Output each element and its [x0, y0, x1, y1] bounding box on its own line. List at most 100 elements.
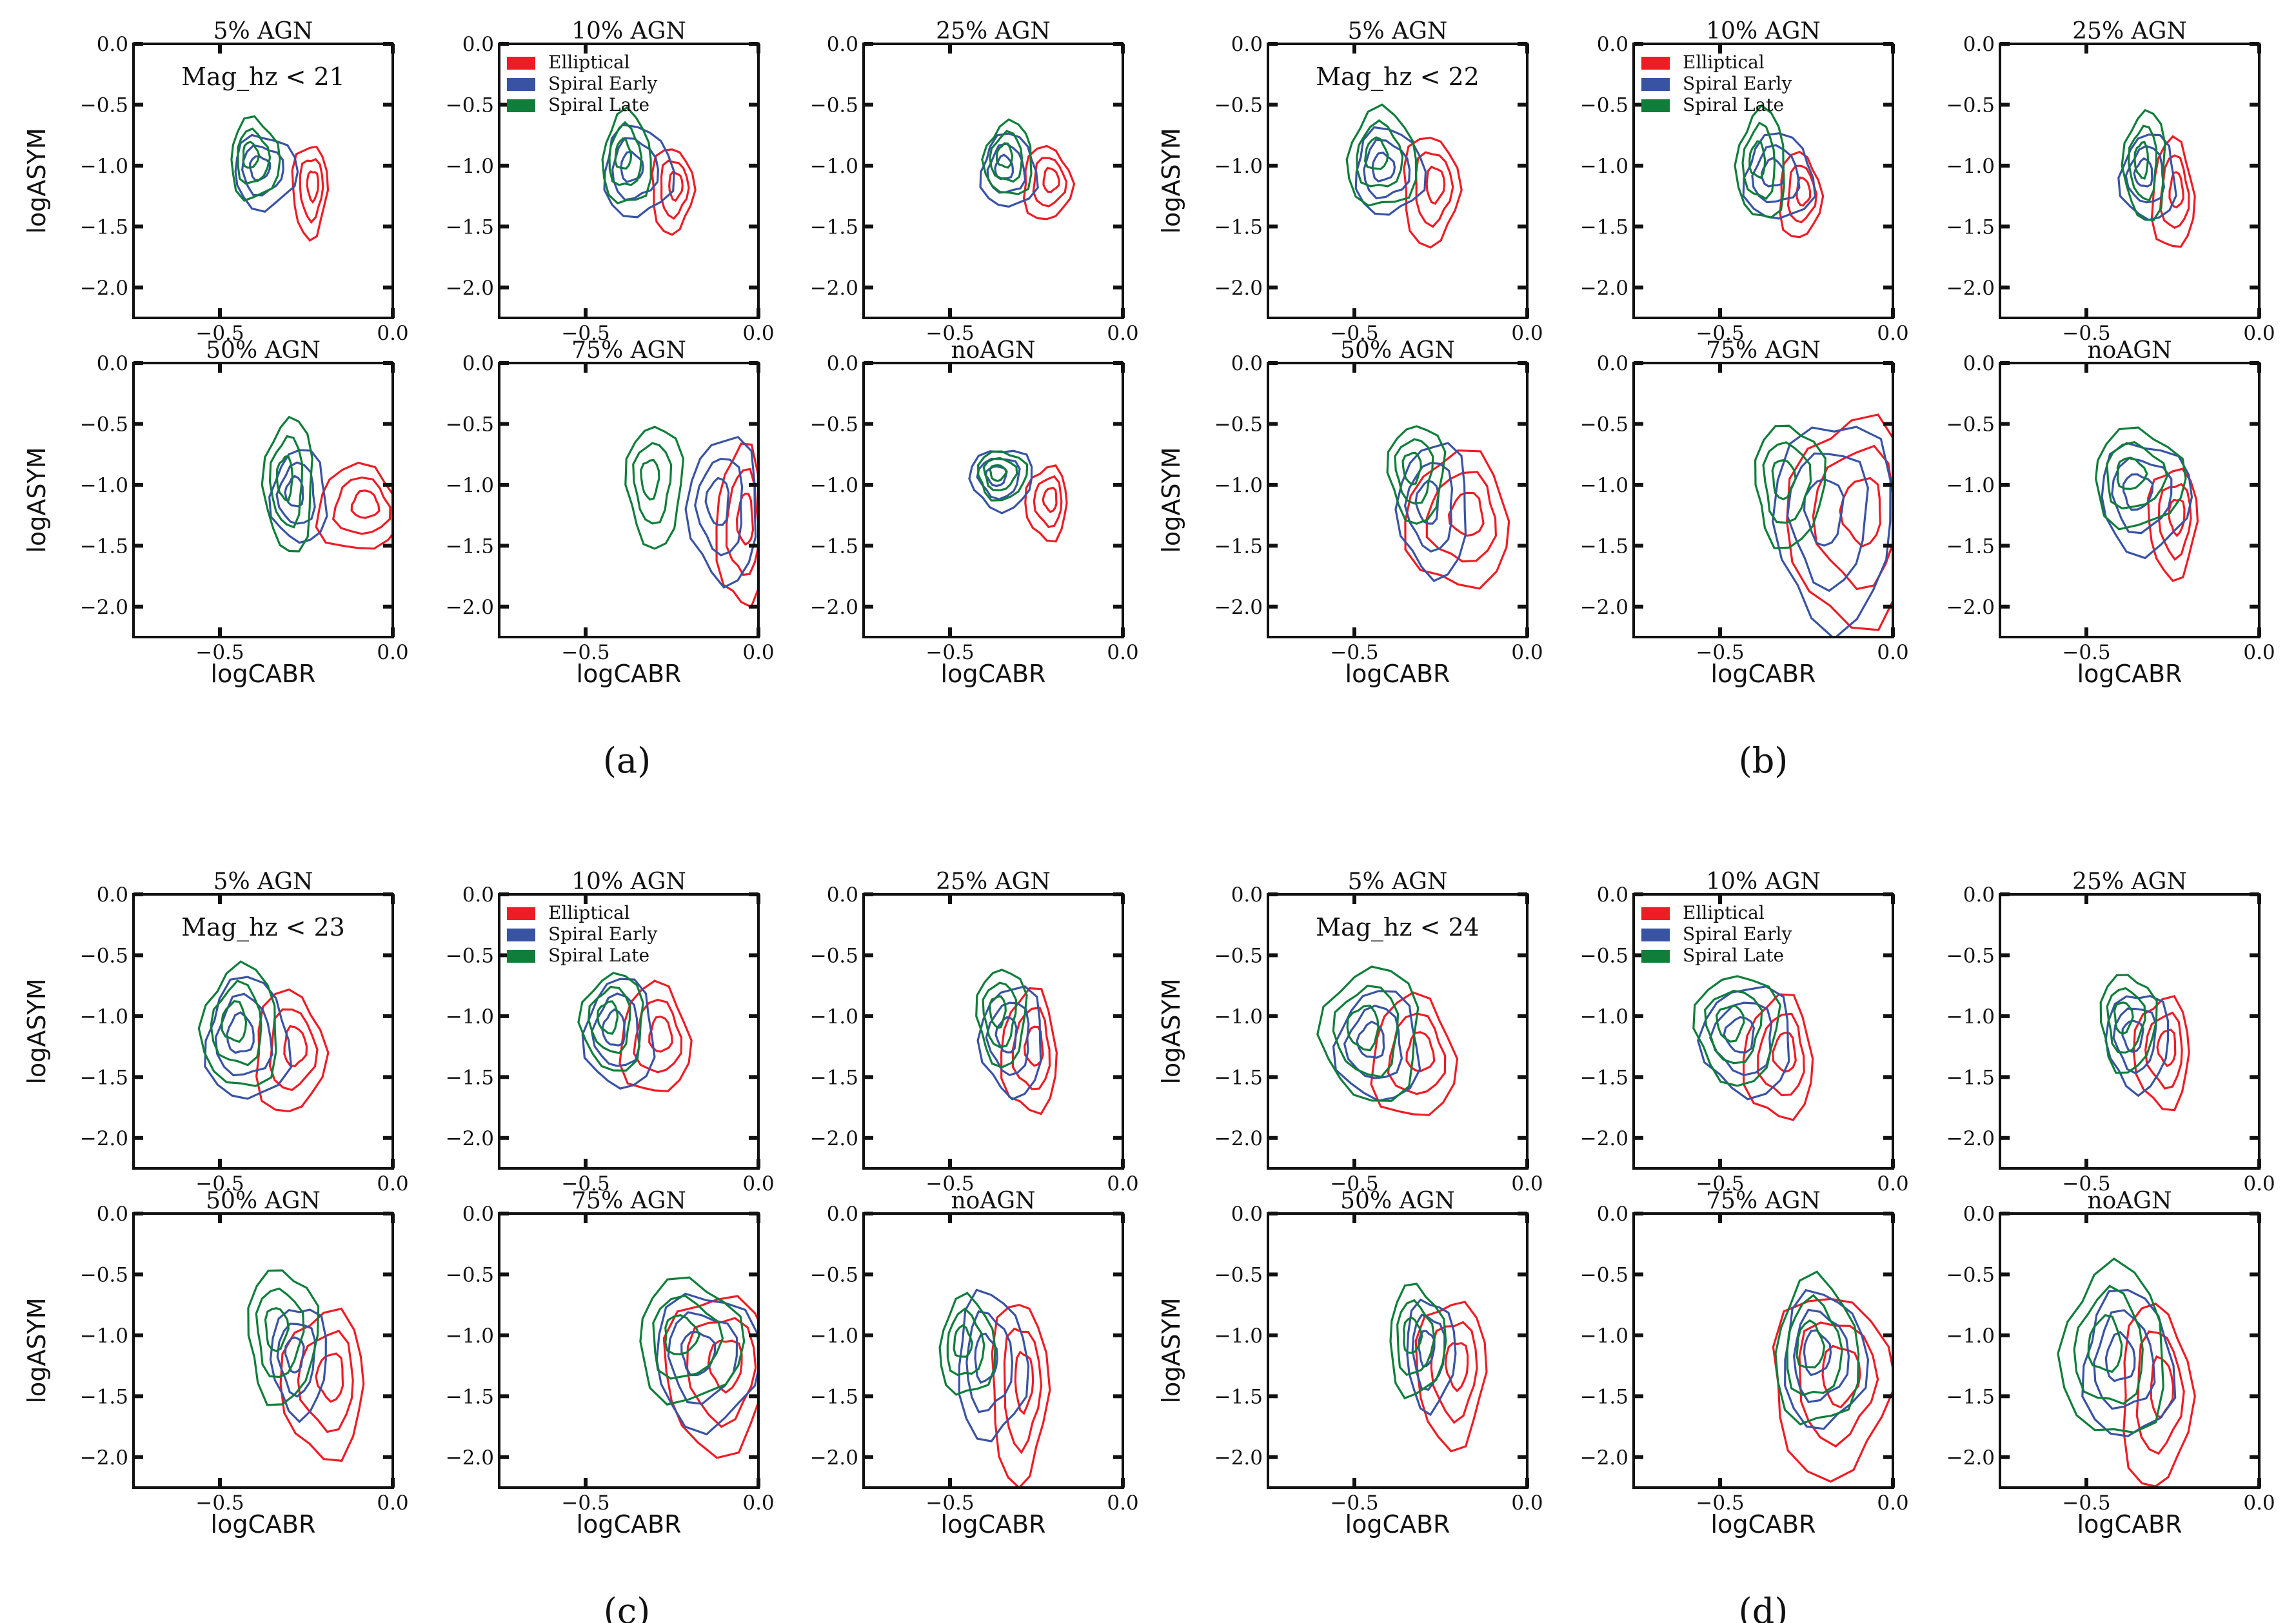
contour-elliptical-level-3 [2168, 171, 2184, 209]
x-tick-label: 0.0 [2243, 1491, 2275, 1515]
contour-spiral-early-level-2 [1363, 139, 1411, 200]
contour-spiral-early-level-3 [1418, 1330, 1436, 1368]
x-tick-label: −0.5 [1330, 1491, 1378, 1515]
magnitude-cut-label: Mag_hz < 22 [1316, 63, 1480, 92]
contours [975, 969, 1058, 1116]
x-tick-label: −0.5 [1330, 1172, 1378, 1195]
y-tick-label: −1.5 [1580, 1066, 1628, 1089]
y-tick-label: −0.5 [1580, 1263, 1628, 1286]
subplot: 0.0 −0.5 −1.0 −1.5 −2.0 −0.5 0.0 10% AGN Ellipti… [1580, 869, 1909, 1195]
y-tick-label: −1.5 [80, 1385, 128, 1408]
y-tick-label: −1.0 [80, 1324, 128, 1348]
panel-b: 0.0 −0.5 −1.0 −1.5 −2.0 −0.5 0.0 5% AGN logASYM M… [1157, 18, 2275, 781]
contour-elliptical-level-1 [662, 1295, 758, 1459]
y-tick-label: −1.5 [1946, 1385, 1995, 1408]
legend-label: Spiral Late [548, 94, 649, 115]
x-tick-label: 0.0 [1511, 1491, 1543, 1515]
y-tick-label: −0.5 [1580, 93, 1628, 117]
axes-frame [1267, 893, 1529, 1170]
y-tick-label: −1.0 [1580, 155, 1628, 178]
legend-swatch-spiral-late [507, 950, 535, 963]
axes-frame [1632, 362, 1894, 638]
contour-elliptical-level-2 [297, 1329, 354, 1433]
y-tick-label: −1.0 [1946, 474, 1995, 497]
subplot-title: 25% AGN [936, 869, 1051, 895]
x-tick-label: −0.5 [1330, 322, 1378, 345]
contour-elliptical-level-2 [1786, 164, 1818, 224]
legend-swatch-spiral-early [507, 78, 535, 91]
subplot-title: noAGN [2087, 337, 2172, 364]
contour-elliptical-level-1 [279, 1307, 365, 1462]
y-tick-label: 0.0 [1963, 33, 1995, 56]
legend-label: Spiral Early [1683, 923, 1792, 945]
subplot: 0.0 −0.5 −1.0 −1.5 −2.0 −0.5 0.0 5% AGN logASYM M… [23, 18, 409, 345]
contour-elliptical-level-1 [1779, 150, 1825, 239]
contour-spiral-late-level-1 [975, 969, 1028, 1068]
legend-swatch-spiral-late [507, 99, 535, 112]
y-tick-label: −2.0 [1580, 596, 1628, 619]
contour-spiral-late-level-1 [1754, 424, 1826, 549]
contour-spiral-late-level-2 [1786, 1293, 1843, 1396]
subplot: 0.0 −0.5 −1.0 −1.5 −2.0 −0.5 0.0 25% AGN [1946, 869, 2275, 1195]
contours [979, 118, 1076, 221]
contour-spiral-late-level-3 [264, 1307, 290, 1353]
subplot: 0.0 −0.5 −1.0 −1.5 −2.0 −0.5 0.0 noAGN logCABR [810, 1188, 1139, 1539]
y-tick-label: −1.0 [1214, 474, 1263, 497]
x-tick-label: 0.0 [1107, 1172, 1138, 1195]
contour-spiral-late-level-1 [601, 106, 652, 205]
contour-elliptical-level-2 [2135, 1330, 2185, 1455]
y-tick-label: −2.0 [1214, 1127, 1263, 1150]
axes-frame [132, 1212, 394, 1489]
y-tick-label: −0.5 [1580, 413, 1628, 436]
contours [247, 1269, 365, 1462]
subplot: 0.0 −0.5 −1.0 −1.5 −2.0 −0.5 0.0 25% AGN [810, 869, 1139, 1195]
magnitude-cut-label: Mag_hz < 24 [1316, 913, 1480, 942]
contour-spiral-early-level-3 [284, 1336, 305, 1374]
contour-spiral-early-level-2 [2112, 1007, 2157, 1075]
y-tick-label: 0.0 [462, 352, 494, 375]
y-tick-label: −0.5 [446, 944, 494, 967]
contour-spiral-late-level-2 [1396, 1299, 1436, 1376]
contour-spiral-early-level-1 [1354, 126, 1427, 216]
subplot-title: 75% AGN [1706, 1188, 1821, 1214]
contour-spiral-early-level-3 [1760, 157, 1785, 188]
y-tick-label: −1.0 [1580, 474, 1628, 497]
contour-spiral-late-level-2 [652, 1294, 724, 1380]
magnitude-cut-label: Mag_hz < 23 [181, 913, 345, 942]
y-tick-label: 0.0 [97, 1203, 128, 1226]
contour-spiral-late-level-2 [1394, 438, 1434, 505]
contours [2057, 1257, 2196, 1488]
contour-elliptical-level-2 [1033, 475, 1063, 529]
contour-elliptical-level-2 [268, 1008, 319, 1092]
contour-elliptical-level-3 [2168, 498, 2186, 538]
y-axis-label: logASYM [1157, 978, 1185, 1084]
x-tick-label: −0.5 [1696, 322, 1744, 345]
legend-label: Spiral Early [548, 923, 657, 945]
y-tick-label: −0.5 [1214, 93, 1263, 117]
contour-elliptical-level-3 [1444, 1342, 1469, 1393]
contour-spiral-late-level-2 [982, 457, 1018, 491]
y-tick-label: −1.5 [80, 535, 128, 558]
contours [197, 960, 330, 1113]
subplot-title: 50% AGN [206, 1188, 321, 1214]
y-tick-label: −1.0 [446, 155, 494, 178]
x-axis-label: logCABR [941, 660, 1046, 688]
subplot: 0.0 −0.5 −1.0 −1.5 −2.0 −0.5 0.0 75% AGN logCABR [446, 337, 775, 688]
contour-spiral-late-level-1 [2121, 108, 2166, 221]
subplot: 0.0 −0.5 −1.0 −1.5 −2.0 −0.5 0.0 50% AGN logASYM… [23, 1188, 409, 1539]
contour-spiral-late-level-3 [953, 1324, 974, 1358]
contour-spiral-late-level-3 [221, 1000, 248, 1043]
x-tick-label: −0.5 [195, 641, 244, 664]
y-tick-label: −1.0 [1214, 1005, 1263, 1028]
contour-spiral-late-level-2 [989, 130, 1024, 183]
contour-elliptical-level-1 [1403, 137, 1463, 249]
contour-spiral-early-level-2 [275, 461, 316, 525]
contour-spiral-late-level-1 [976, 450, 1029, 502]
axes-frame [862, 362, 1124, 638]
contour-spiral-early-level-3 [1803, 1329, 1832, 1377]
x-axis-label: logCABR [941, 1510, 1046, 1539]
contour-elliptical-level-1 [1024, 464, 1068, 543]
y-tick-label: −2.0 [1580, 277, 1628, 300]
subplot-title: 50% AGN [206, 337, 321, 364]
